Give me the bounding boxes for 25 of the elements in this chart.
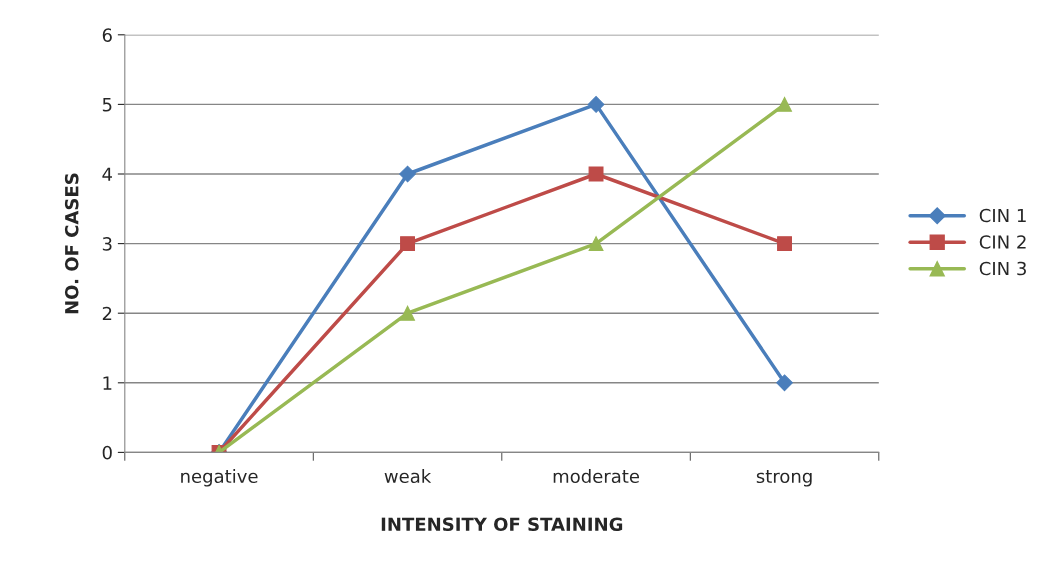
y-tick-label: 2	[102, 306, 112, 321]
x-tick-label: moderate	[553, 469, 640, 484]
point	[777, 236, 793, 252]
y-tick-label: 3	[102, 237, 112, 251]
legend-label: CIN 1	[979, 208, 1026, 223]
point	[587, 96, 605, 113]
y-axis-title: NO. OF CASES	[64, 173, 79, 314]
point	[588, 236, 604, 252]
point	[588, 166, 604, 182]
legend-label: CIN 3	[979, 261, 1026, 276]
point	[400, 305, 416, 321]
point	[400, 236, 416, 252]
y-tick-label: 6	[102, 28, 112, 42]
y-tick-label: 0	[102, 445, 112, 460]
y-tick-label: 5	[102, 98, 112, 112]
x-tick-label: strong	[756, 470, 812, 487]
x-tick-label: weak	[384, 469, 432, 484]
legend-label: CIN 2	[979, 235, 1026, 249]
x-tick-label: negative	[181, 469, 258, 487]
point	[399, 165, 416, 183]
x-axis-title: INTENSITY OF STAINING	[381, 517, 623, 532]
y-tick-label: 4	[102, 167, 112, 181]
point	[776, 374, 793, 392]
point	[777, 96, 793, 112]
y-tick-label: 1	[103, 376, 112, 390]
